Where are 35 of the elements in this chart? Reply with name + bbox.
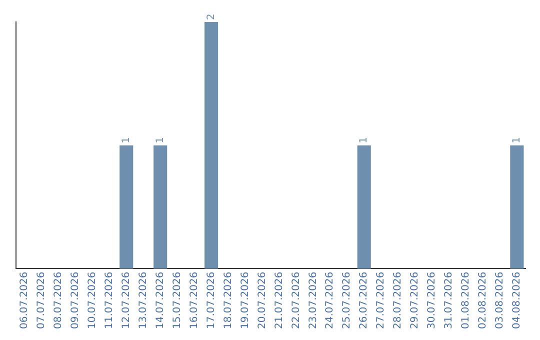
x-tick-label: 31.07.2026 [444, 272, 455, 330]
x-tick-label: 02.08.2026 [478, 272, 489, 330]
data-label: 1 [154, 136, 166, 144]
x-tick-label: 17.07.2026 [206, 272, 217, 330]
x-tick-label: 30.07.2026 [426, 272, 438, 330]
data-label: 2 [206, 14, 217, 20]
x-tick-label: 27.07.2026 [376, 272, 387, 330]
x-tick-label: 03.08.2026 [494, 272, 506, 330]
x-tick-label: 25.07.2026 [342, 272, 353, 330]
data-label: 1 [358, 136, 370, 144]
x-tick-label: 24.07.2026 [324, 272, 336, 330]
x-tick-label: 22.07.2026 [290, 272, 302, 330]
x-tick-label: 28.07.2026 [392, 272, 404, 330]
x-tick-label: 19.07.2026 [240, 272, 251, 330]
x-tick-label: 12.07.2026 [120, 272, 132, 330]
x-tick-label: 06.07.2026 [19, 272, 30, 330]
x-tick-label: 09.07.2026 [70, 272, 82, 330]
x-tick-label: 23.07.2026 [308, 272, 319, 330]
x-tick-label: 01.08.2026 [460, 272, 472, 330]
x-tick-label: 11.07.2026 [104, 272, 115, 330]
x-tick-label: 21.07.2026 [274, 272, 285, 330]
x-tick-label: 04.08.2026 [512, 272, 523, 330]
data-label: 1 [512, 136, 523, 144]
x-tick-label: 10.07.2026 [87, 272, 98, 330]
x-tick-label: 20.07.2026 [256, 272, 268, 330]
x-tick-label: 29.07.2026 [410, 272, 421, 330]
x-tick-label: 08.07.2026 [53, 272, 64, 330]
x-tick-label: 18.07.2026 [222, 272, 234, 330]
x-tick-label: 16.07.2026 [188, 272, 200, 330]
x-tick-label: 26.07.2026 [358, 272, 370, 330]
x-tick-label: 07.07.2026 [36, 272, 48, 330]
x-tick-label: 13.07.2026 [138, 272, 149, 330]
x-tick-label: 15.07.2026 [172, 272, 183, 330]
data-label: 1 [120, 136, 132, 144]
x-tick-label: 14.07.2026 [154, 272, 166, 330]
